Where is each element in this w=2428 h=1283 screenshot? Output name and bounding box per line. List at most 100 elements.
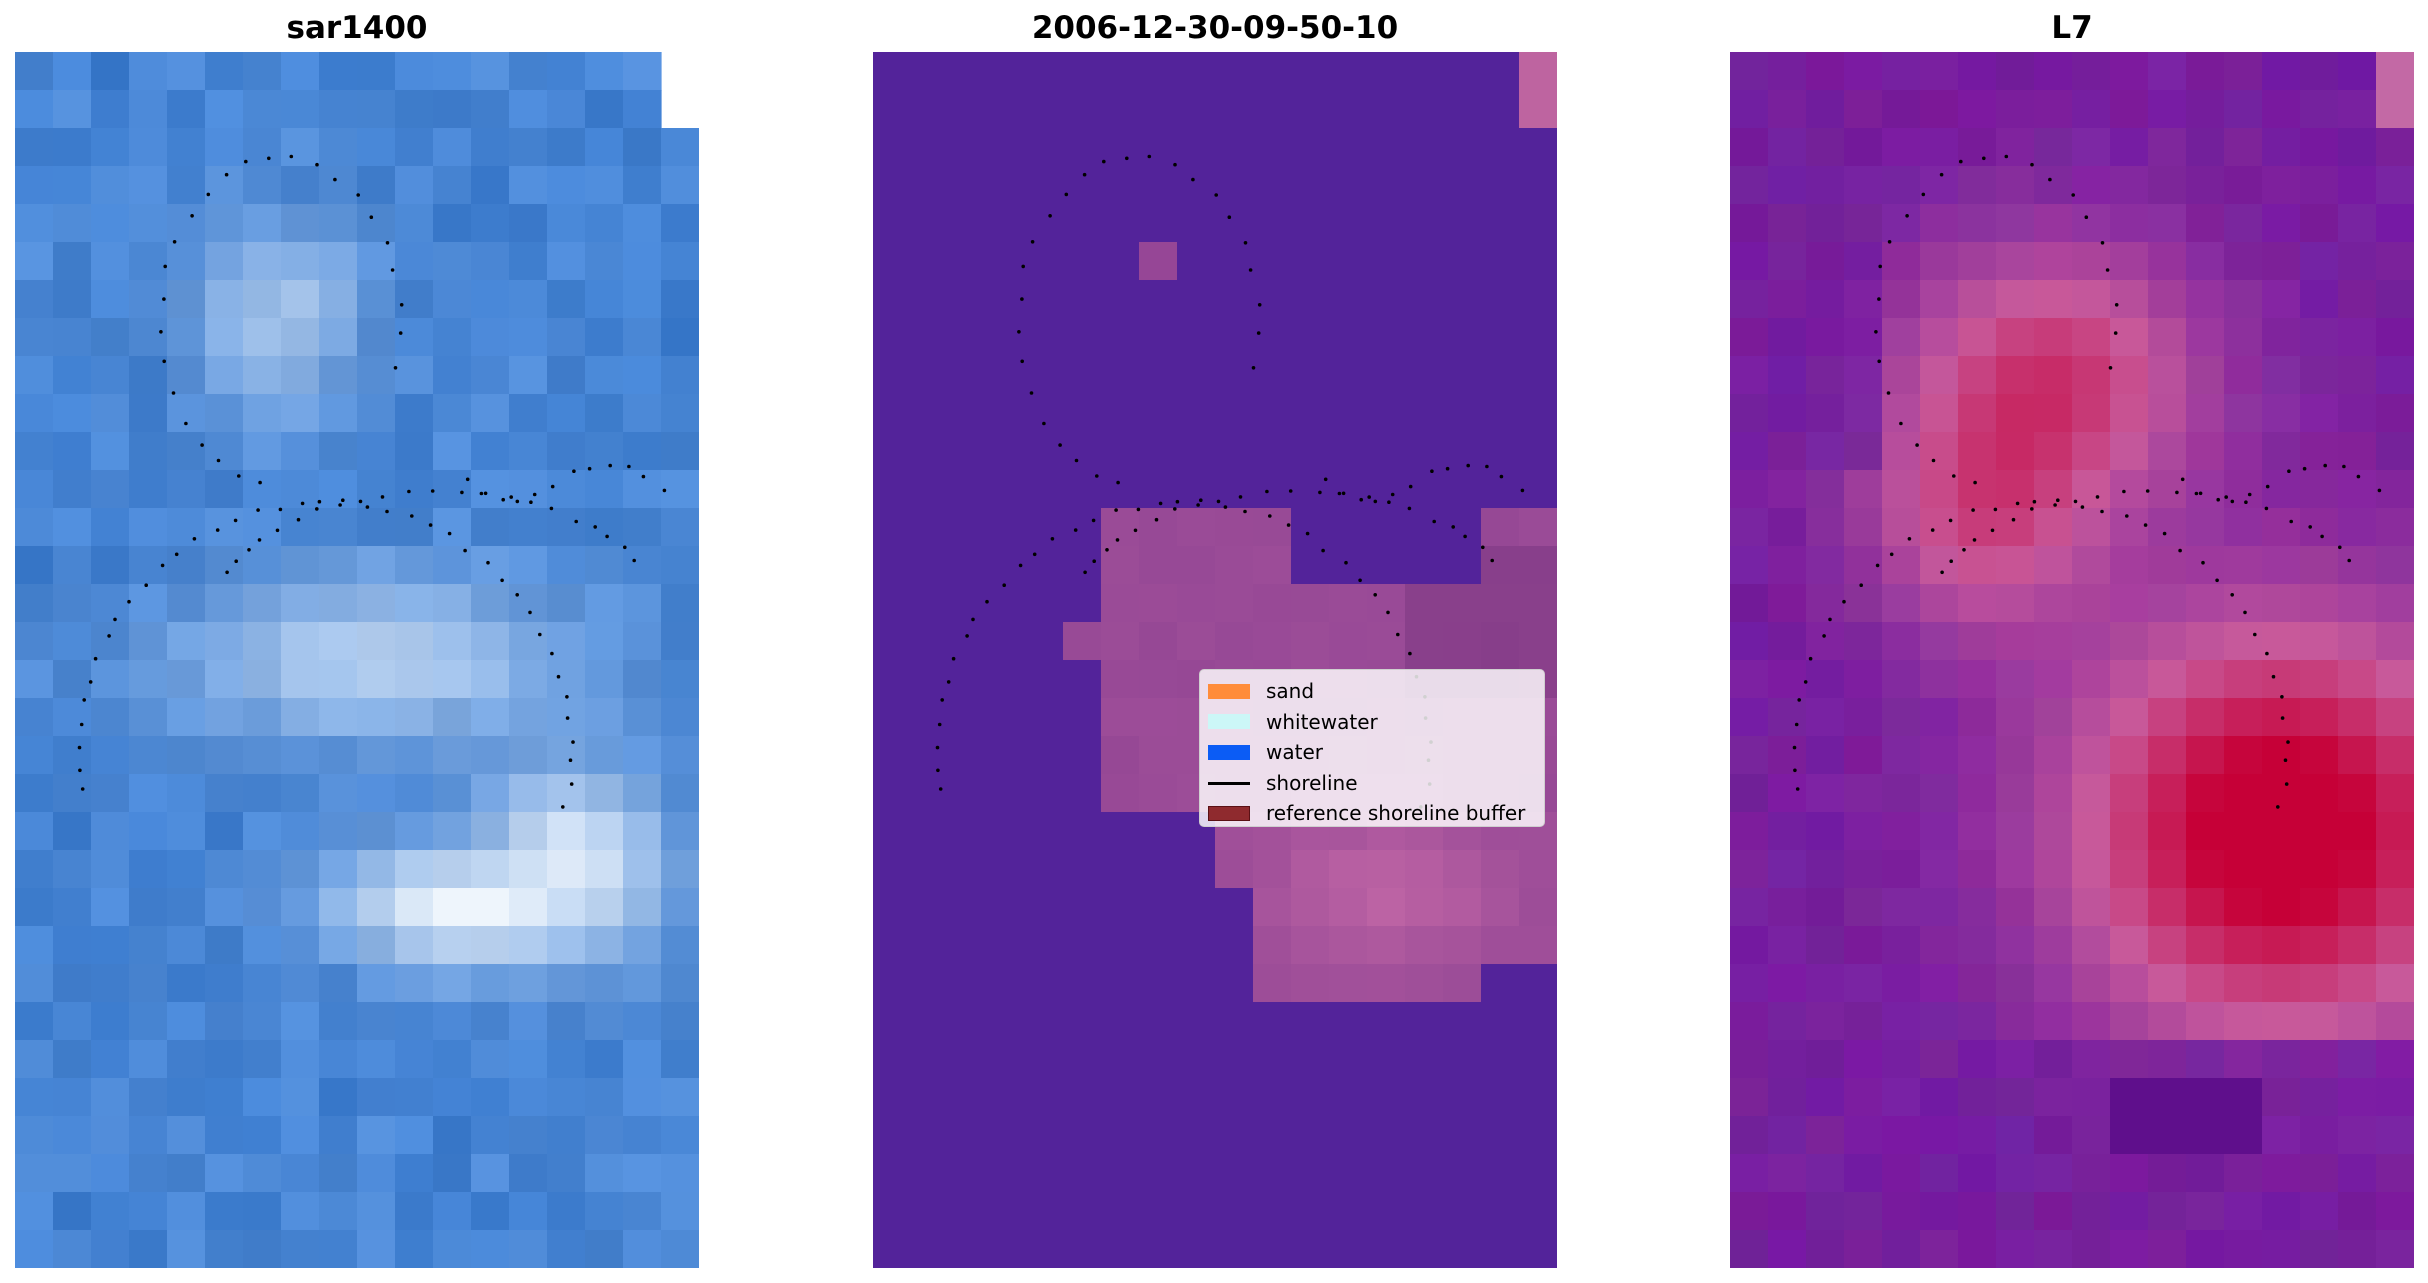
index-pixel <box>1996 584 2035 623</box>
index-pixel <box>1882 1040 1921 1079</box>
image-pixel <box>661 1154 699 1193</box>
index-pixel <box>1920 622 1959 661</box>
image-pixel <box>15 242 54 281</box>
image-pixel <box>433 90 472 129</box>
image-pixel <box>585 774 624 813</box>
image-pixel <box>395 356 434 395</box>
image-pixel <box>91 242 130 281</box>
image-pixel <box>243 1192 282 1231</box>
index-pixel <box>1882 698 1921 737</box>
shoreline-point <box>550 651 554 656</box>
image-pixel <box>433 1230 472 1268</box>
classified-pixel <box>1329 1154 1368 1193</box>
classified-pixel <box>1443 128 1482 167</box>
shoreline-point <box>356 193 361 197</box>
classified-pixel <box>1405 1230 1444 1268</box>
shoreline-point <box>2180 477 2185 482</box>
index-pixel <box>1768 850 1807 889</box>
classified-pixel <box>1443 1192 1482 1231</box>
image-pixel <box>509 1002 548 1041</box>
shoreline-point <box>88 680 93 684</box>
image-pixel <box>623 90 662 129</box>
classified-pixel <box>1405 356 1444 395</box>
index-pixel <box>2224 850 2263 889</box>
classified-pixel <box>1329 204 1368 243</box>
shoreline-point <box>1344 560 1348 565</box>
index-pixel <box>2376 356 2414 395</box>
index-pixel <box>2338 774 2377 813</box>
image-pixel <box>509 736 548 775</box>
image-pixel <box>661 622 699 661</box>
index-pixel <box>1806 926 1845 965</box>
index-pixel <box>2110 1230 2149 1268</box>
index-pixel <box>1844 1078 1883 1117</box>
image-pixel <box>15 1230 54 1268</box>
index-pixel <box>2262 280 2301 319</box>
image-pixel <box>471 318 510 357</box>
index-pixel <box>1958 242 1997 281</box>
index-pixel <box>2300 1002 2339 1041</box>
index-pixel <box>1920 128 1959 167</box>
image-pixel <box>623 926 662 965</box>
image-pixel <box>547 242 586 281</box>
classified-pixel <box>1367 166 1406 205</box>
image-pixel <box>357 508 396 547</box>
index-pixel <box>1730 888 1769 927</box>
image-pixel <box>471 660 510 699</box>
legend-item-whitewater: whitewater <box>1208 707 1534 738</box>
image-pixel <box>281 964 320 1003</box>
classified-pixel <box>1519 394 1557 433</box>
shoreline-point <box>162 359 166 364</box>
classified-pixel <box>911 546 950 585</box>
image-pixel <box>585 1002 624 1041</box>
index-pixel <box>2300 1040 2339 1079</box>
classified-pixel <box>1443 1154 1482 1193</box>
shoreline-point <box>2122 489 2126 494</box>
index-pixel <box>1920 546 1959 585</box>
shoreline-point <box>2276 805 2280 809</box>
index-pixel <box>1920 1192 1959 1231</box>
image-pixel <box>53 432 92 471</box>
index-pixel <box>2186 1040 2225 1079</box>
index-pixel <box>1844 584 1883 623</box>
image-pixel <box>509 546 548 585</box>
image-pixel <box>129 584 168 623</box>
classified-pixel <box>1519 546 1557 585</box>
image-pixel <box>319 1040 358 1079</box>
index-pixel <box>1730 470 1769 509</box>
index-pixel <box>1730 926 1769 965</box>
index-pixel <box>2224 1002 2263 1041</box>
image-pixel <box>167 546 206 585</box>
classified-pixel <box>1329 546 1368 585</box>
shoreline-point <box>1030 240 1035 244</box>
index-pixel <box>1958 1116 1997 1155</box>
classified-pixel <box>1253 90 1292 129</box>
image-pixel <box>53 736 92 775</box>
index-pixel <box>1844 90 1883 129</box>
image-pixel <box>395 964 434 1003</box>
classified-pixel <box>1329 1192 1368 1231</box>
shoreline-point <box>529 500 533 505</box>
image-pixel <box>15 584 54 623</box>
index-pixel <box>1958 52 1997 91</box>
image-pixel <box>205 1040 244 1079</box>
image-pixel <box>205 698 244 737</box>
classified-pixel <box>1481 242 1520 281</box>
classified-pixel <box>1481 508 1520 547</box>
image-pixel <box>319 964 358 1003</box>
classified-pixel <box>911 1116 950 1155</box>
image-pixel <box>243 90 282 129</box>
image-pixel <box>661 166 699 205</box>
classified-pixel <box>1177 128 1216 167</box>
image-pixel <box>53 52 92 91</box>
shoreline-point <box>358 499 363 504</box>
index-pixel <box>2034 622 2073 661</box>
image-pixel <box>585 546 624 585</box>
index-pixel <box>2148 1040 2187 1079</box>
image-pixel <box>395 888 434 927</box>
classified-pixel <box>1481 964 1520 1003</box>
image-pixel <box>585 622 624 661</box>
index-pixel <box>2262 1230 2301 1268</box>
shoreline-point <box>1886 391 1891 395</box>
index-pixel <box>2224 698 2263 737</box>
